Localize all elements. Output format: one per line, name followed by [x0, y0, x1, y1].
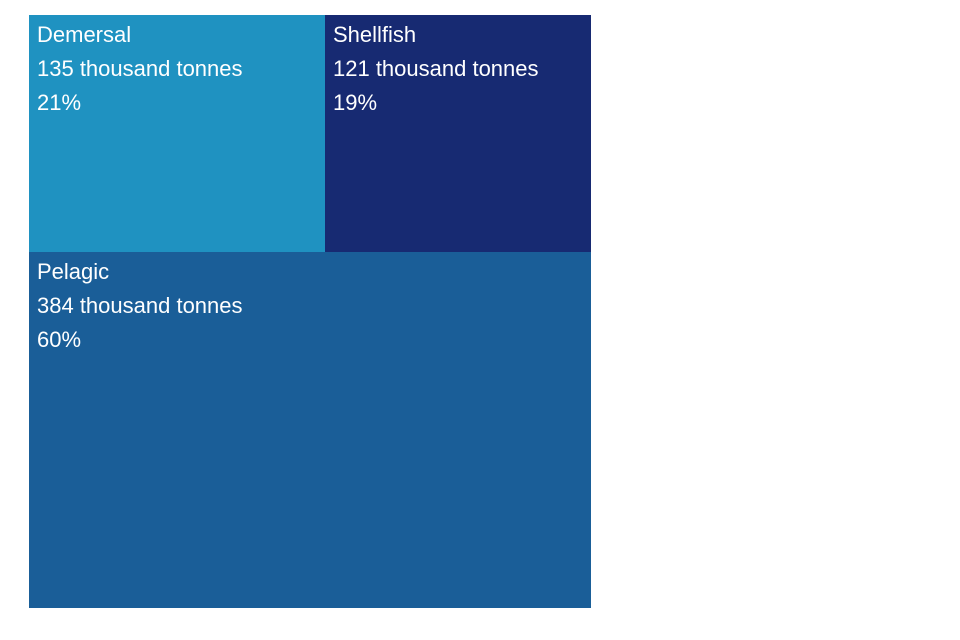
tile-value-label: 384 thousand tonnes	[37, 293, 243, 318]
tile-value-label: 135 thousand tonnes	[37, 56, 243, 81]
treemap-tile-pelagic: Pelagic 384 thousand tonnes 60%	[29, 252, 591, 608]
treemap-chart: Demersal 135 thousand tonnes 21% Shellfish 1…	[29, 15, 591, 608]
tile-share-label: 21%	[37, 90, 82, 115]
tile-share-label: 60%	[37, 327, 82, 352]
tile-value-label: 121 thousand tonnes	[333, 56, 539, 81]
tile-share-label: 19%	[333, 90, 378, 115]
tile-name: Shellfish	[333, 22, 417, 47]
tile-name: Pelagic	[37, 259, 110, 284]
tile-name: Demersal	[37, 22, 132, 47]
treemap-tile-demersal: Demersal 135 thousand tonnes 21%	[29, 15, 325, 252]
treemap-tile-shellfish: Shellfish 121 thousand tonnes 19%	[325, 15, 591, 252]
